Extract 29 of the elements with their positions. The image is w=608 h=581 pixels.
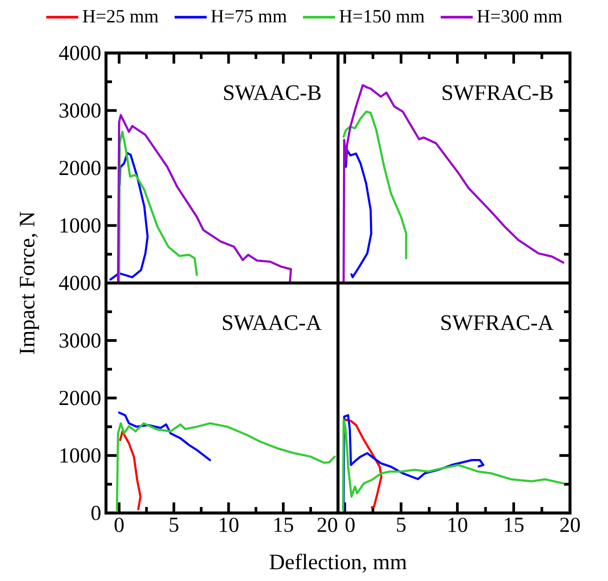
x-tick-label: 5 — [170, 518, 178, 532]
annotation: SWAAC-A — [222, 315, 322, 330]
x-tick-label: 20 — [318, 518, 338, 532]
x-tick-label: 15 — [274, 518, 294, 532]
y-tick-label: 0 — [91, 506, 100, 520]
y-tick-label: 1000 — [60, 218, 100, 233]
x-axis-title: Deflection, mm — [270, 554, 407, 573]
x-tick-label: 0 — [346, 518, 355, 532]
x-tick-label: 15 — [504, 518, 524, 532]
x-tick-label: 5 — [396, 518, 406, 532]
x-tick-label: 10 — [220, 518, 238, 532]
y-tick-label: 4000 — [59, 276, 100, 290]
y-tick-label: 4000 — [59, 46, 100, 60]
y-tick-label: 3000 — [60, 103, 100, 118]
y-tick-label: 2000 — [60, 160, 100, 176]
legend-label: H=25 mm — [82, 10, 158, 23]
x-tick-label: 20 — [560, 518, 580, 532]
y-axis-title: Impact Force, N — [20, 212, 39, 354]
y-tick-label: 1000 — [60, 448, 100, 463]
x-tick-label: 0 — [114, 518, 124, 532]
annotation: SWFRAC-B — [442, 85, 553, 100]
y-tick-label: 3000 — [60, 333, 100, 348]
legend-label: H=75 mm — [211, 10, 287, 22]
annotation: SWAAC-B — [224, 85, 321, 100]
x-tick-label: 10 — [448, 518, 468, 532]
y-tick-label: 2000 — [60, 390, 100, 406]
annotation: SWFRAC-A — [441, 315, 554, 330]
text: H=300 mm — [477, 10, 562, 23]
legend-label: H=150 mm — [340, 10, 424, 23]
